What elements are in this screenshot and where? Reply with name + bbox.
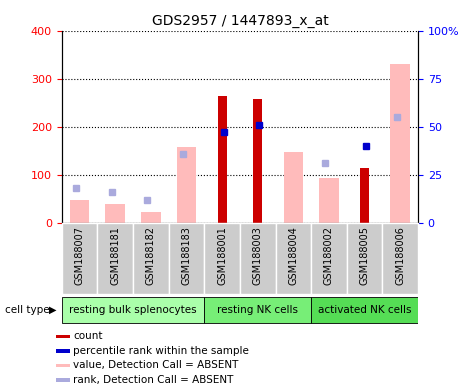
Text: GSM188004: GSM188004: [288, 226, 298, 285]
Bar: [56, 378, 70, 382]
Text: ▶: ▶: [48, 305, 56, 315]
Text: GSM188005: GSM188005: [360, 226, 370, 285]
FancyBboxPatch shape: [276, 223, 311, 294]
Title: GDS2957 / 1447893_x_at: GDS2957 / 1447893_x_at: [152, 14, 328, 28]
FancyBboxPatch shape: [204, 297, 311, 323]
Text: cell type: cell type: [5, 305, 49, 315]
Text: rank, Detection Call = ABSENT: rank, Detection Call = ABSENT: [74, 375, 234, 384]
Text: GSM188007: GSM188007: [75, 226, 85, 285]
Bar: [56, 334, 70, 338]
Text: GSM188182: GSM188182: [146, 226, 156, 285]
Bar: [319, 178, 339, 223]
FancyBboxPatch shape: [382, 223, 418, 294]
Bar: [177, 147, 196, 223]
Bar: [390, 65, 410, 223]
Bar: [105, 204, 125, 223]
Bar: [253, 99, 262, 223]
Text: activated NK cells: activated NK cells: [318, 305, 411, 315]
FancyBboxPatch shape: [62, 223, 97, 294]
Bar: [56, 364, 70, 367]
Text: count: count: [74, 331, 103, 341]
FancyBboxPatch shape: [204, 223, 240, 294]
FancyBboxPatch shape: [311, 297, 418, 323]
Bar: [218, 96, 227, 223]
FancyBboxPatch shape: [97, 223, 133, 294]
FancyBboxPatch shape: [133, 223, 169, 294]
Text: GSM188003: GSM188003: [253, 226, 263, 285]
Bar: [284, 152, 303, 223]
FancyBboxPatch shape: [169, 223, 204, 294]
Text: resting bulk splenocytes: resting bulk splenocytes: [69, 305, 197, 315]
FancyBboxPatch shape: [240, 223, 276, 294]
FancyBboxPatch shape: [62, 297, 204, 323]
Text: value, Detection Call = ABSENT: value, Detection Call = ABSENT: [74, 361, 239, 371]
FancyBboxPatch shape: [347, 223, 382, 294]
Bar: [141, 212, 161, 223]
Text: GSM188002: GSM188002: [324, 226, 334, 285]
Text: resting NK cells: resting NK cells: [217, 305, 298, 315]
Text: GSM188183: GSM188183: [181, 226, 191, 285]
Text: GSM188006: GSM188006: [395, 226, 405, 285]
Text: GSM188001: GSM188001: [217, 226, 227, 285]
Bar: [56, 349, 70, 353]
Bar: [70, 200, 89, 223]
FancyBboxPatch shape: [311, 223, 347, 294]
Text: percentile rank within the sample: percentile rank within the sample: [74, 346, 249, 356]
Bar: [360, 167, 369, 223]
Text: GSM188181: GSM188181: [110, 226, 120, 285]
